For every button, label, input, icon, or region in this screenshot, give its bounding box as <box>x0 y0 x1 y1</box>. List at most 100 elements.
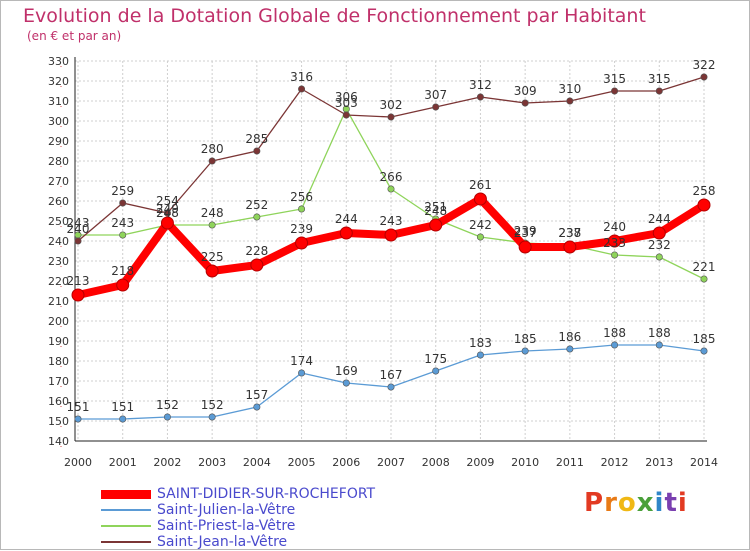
x-tick-label: 2007 <box>377 456 405 469</box>
data-point <box>253 403 261 411</box>
data-point <box>339 226 353 240</box>
data-point <box>74 415 82 423</box>
data-label: 310 <box>558 82 581 96</box>
y-tick-label: 250 <box>48 215 69 228</box>
y-tick-label: 240 <box>48 235 69 248</box>
data-point <box>298 85 306 93</box>
y-tick-label: 210 <box>48 295 69 308</box>
data-point <box>700 347 708 355</box>
data-point <box>163 209 171 217</box>
y-tick-label: 290 <box>48 135 69 148</box>
data-label: 312 <box>469 78 492 92</box>
data-label: 259 <box>111 184 134 198</box>
logo-letter: i <box>654 488 665 518</box>
legend-swatch <box>101 525 151 527</box>
data-label: 240 <box>603 220 626 234</box>
data-label: 258 <box>693 184 716 198</box>
axes <box>60 57 707 447</box>
chart-title: Evolution de la Dotation Globale de Fonc… <box>23 5 646 27</box>
data-point <box>518 240 532 254</box>
data-label: 185 <box>693 332 716 346</box>
x-tick-label: 2011 <box>556 456 584 469</box>
data-point <box>476 93 484 101</box>
proxiti-logo: Proxiti <box>584 488 688 518</box>
data-point <box>387 185 395 193</box>
data-point <box>521 99 529 107</box>
data-label: 249 <box>156 202 179 216</box>
data-point <box>119 415 127 423</box>
data-label: 237 <box>558 226 581 240</box>
logo-letter: i <box>677 488 688 518</box>
data-label: 244 <box>335 212 358 226</box>
y-tick-label: 300 <box>48 115 69 128</box>
y-tick-label: 260 <box>48 195 69 208</box>
data-point <box>697 198 711 212</box>
data-label: 306 <box>335 90 358 104</box>
data-point <box>208 221 216 229</box>
data-label: 285 <box>245 132 268 146</box>
logo-letter: r <box>604 488 618 518</box>
data-label: 233 <box>603 236 626 250</box>
data-label: 152 <box>156 398 179 412</box>
data-labels: 151 151 152 152 157 174 169 167 175 183 185 186 188 1… <box>67 58 716 414</box>
data-point <box>342 111 350 119</box>
data-point <box>521 347 529 355</box>
data-label: 302 <box>380 98 403 112</box>
data-point <box>208 157 216 165</box>
data-point <box>473 192 487 206</box>
data-point <box>563 240 577 254</box>
x-tick-label: 2003 <box>198 456 226 469</box>
data-label: 228 <box>245 244 268 258</box>
data-point <box>253 147 261 155</box>
data-label: 239 <box>290 222 313 236</box>
data-label: 213 <box>67 274 90 288</box>
y-tick-label: 280 <box>48 155 69 168</box>
data-point <box>250 258 264 272</box>
y-tick-label: 170 <box>48 375 69 388</box>
logo-letter: x <box>636 488 655 518</box>
chart-subtitle: (en € et par an) <box>27 29 122 43</box>
data-point <box>253 213 261 221</box>
data-label: 261 <box>469 178 492 192</box>
data-point <box>608 234 622 248</box>
data-point <box>429 218 443 232</box>
data-point <box>384 228 398 242</box>
x-tick-label: 2001 <box>109 456 137 469</box>
data-point <box>387 383 395 391</box>
data-label: 248 <box>201 206 224 220</box>
data-point <box>298 205 306 213</box>
data-label: 175 <box>424 352 447 366</box>
data-point <box>566 97 574 105</box>
data-point <box>655 87 663 95</box>
x-tick-label: 2010 <box>511 456 539 469</box>
y-tick-label: 230 <box>48 255 69 268</box>
data-label: 218 <box>111 264 134 278</box>
y-tick-label: 140 <box>48 435 69 448</box>
data-point <box>71 288 85 302</box>
data-point <box>74 237 82 245</box>
data-point <box>700 73 708 81</box>
legend-label: Saint-Priest-la-Vêtre <box>157 518 296 534</box>
data-point <box>611 251 619 259</box>
x-tick-label: 2008 <box>422 456 450 469</box>
legend-label: Saint-Julien-la-Vêtre <box>157 502 296 518</box>
logo-letter: t <box>664 488 678 518</box>
legend-swatch <box>101 509 151 511</box>
data-point <box>208 413 216 421</box>
data-label: 243 <box>67 216 90 230</box>
data-point <box>432 103 440 111</box>
data-label: 256 <box>290 190 313 204</box>
logo-letter: P <box>584 488 605 518</box>
data-label: 242 <box>469 218 492 232</box>
data-label: 248 <box>156 206 179 220</box>
data-label: 238 <box>558 226 581 240</box>
data-label: 309 <box>514 84 537 98</box>
data-label: 240 <box>67 222 90 236</box>
data-point <box>160 216 174 230</box>
data-point <box>298 369 306 377</box>
x-tick-label: 2013 <box>645 456 673 469</box>
data-label: 266 <box>380 170 403 184</box>
x-tick-labels: 2000 2001 2002 2003 2004 2005 2006 2007 2008 2009… <box>64 456 718 469</box>
y-tick-label: 220 <box>48 275 69 288</box>
